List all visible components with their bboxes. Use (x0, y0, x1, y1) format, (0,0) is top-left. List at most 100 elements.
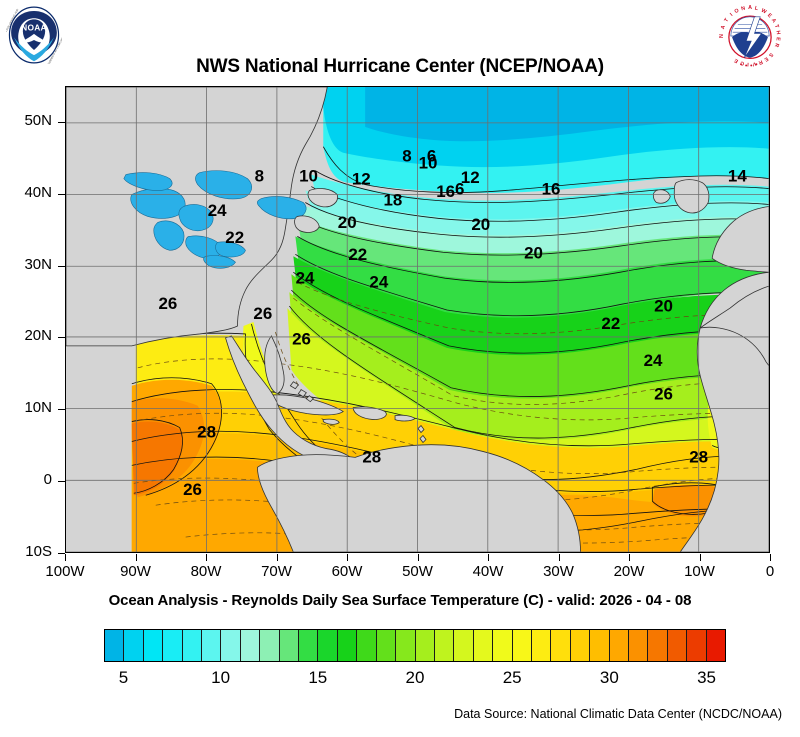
y-axis-tick (58, 481, 65, 483)
contour-label: 26 (654, 385, 673, 404)
colorbar-cell (337, 630, 358, 661)
colorbar-cell (590, 630, 610, 661)
x-axis-tick (135, 554, 137, 561)
data-source-note: Data Source: National Climatic Data Cent… (454, 707, 782, 721)
colorbar-cell (493, 630, 513, 661)
x-axis-label: 30W (543, 563, 574, 580)
contour-label: 10 (419, 154, 438, 173)
x-axis-label: 10W (684, 563, 715, 580)
contour-label: 28 (362, 448, 381, 467)
contour-label: 20 (654, 297, 673, 316)
contour-label: 26 (183, 480, 202, 499)
colorbar-tick-label: 5 (118, 668, 129, 687)
nws-logo: N A T I O N A L W E A T H E R S E R V I … (719, 5, 781, 67)
x-axis-label: 70W (261, 563, 292, 580)
contour-label: 24 (644, 351, 663, 370)
y-axis-tick (58, 193, 65, 195)
y-axis-tick (58, 409, 65, 411)
colorbar-cell (182, 630, 203, 661)
colorbar-cell (706, 630, 725, 661)
contour-label: 22 (601, 314, 620, 333)
y-axis-tick (58, 121, 65, 123)
great-lakes (123, 170, 307, 269)
svg-text:V: V (752, 60, 757, 67)
y-axis-tick (58, 337, 65, 339)
contour-label: 16 (436, 182, 455, 201)
svg-text:T: T (723, 17, 730, 24)
contour-label: 20 (524, 244, 543, 263)
colorbar-cell (512, 630, 532, 661)
y-axis-label: 10N (24, 399, 52, 417)
x-axis-tick (276, 554, 278, 561)
colorbar-tick-label: 10 (211, 668, 231, 687)
svg-text:I: I (747, 61, 749, 67)
svg-text:N: N (719, 34, 725, 38)
svg-text:E: E (762, 55, 769, 62)
x-axis-label: 80W (190, 563, 222, 580)
y-axis-label: 10S (25, 543, 52, 560)
colorbar-cell (628, 630, 649, 661)
svg-text:I: I (729, 12, 734, 18)
x-axis-tick (488, 554, 489, 561)
plot-caption: Ocean Analysis - Reynolds Daily Sea Surf… (108, 592, 692, 609)
x-axis-label: 50W (402, 563, 433, 580)
page-title: NWS National Hurricane Center (NCEP/NOAA… (196, 56, 604, 77)
colorbar-strip[interactable] (104, 629, 726, 662)
colorbar-cell (221, 630, 241, 661)
y-axis-tick (58, 265, 65, 267)
svg-text:A: A (748, 5, 752, 11)
colorbar-cell (667, 630, 688, 661)
contour-label: 26 (253, 304, 272, 323)
contour-label: 22 (348, 245, 367, 264)
contour-label: 10 (299, 166, 318, 185)
x-axis-tick (558, 554, 560, 561)
colorbar-cell (260, 630, 280, 661)
colorbar-cell (531, 630, 552, 661)
graticule (66, 87, 769, 552)
colorbar-cell (124, 630, 144, 661)
y-axis-tick (58, 553, 65, 554)
x-axis-label: 90W (120, 563, 151, 580)
svg-text:S: S (767, 51, 774, 58)
x-axis-label: 40W (472, 563, 504, 580)
contour-label: 20 (338, 213, 357, 232)
x-axis-label: 60W (331, 563, 363, 580)
contour-label: 14 (728, 166, 747, 185)
colorbar-cell (279, 630, 300, 661)
x-axis-tick (65, 554, 66, 561)
colorbar-cell (687, 630, 707, 661)
svg-text:E: E (766, 13, 773, 20)
colorbar-cell (143, 630, 164, 661)
svg-text:T: T (773, 24, 780, 30)
svg-text:E: E (733, 57, 739, 64)
colorbar-cell (202, 630, 222, 661)
x-axis-tick (770, 554, 771, 561)
contour-label: 28 (689, 448, 708, 467)
contour-label: 24 (296, 269, 315, 288)
svg-text:A: A (720, 24, 727, 30)
contour-label: 8 (255, 166, 264, 185)
x-axis-tick (206, 554, 207, 561)
contour-label: 6 (427, 146, 436, 165)
colorbar-cell (609, 630, 629, 661)
svg-text:N: N (741, 6, 746, 13)
colorbar-cell (318, 630, 338, 661)
y-axis-label: 50N (24, 111, 52, 129)
colorbar-cell (551, 630, 571, 661)
svg-text:W: W (760, 8, 768, 16)
svg-text:L: L (754, 6, 759, 13)
colorbar-cell (415, 630, 435, 661)
maritime-provinces (294, 188, 338, 233)
svg-text:NOAA: NOAA (21, 23, 47, 33)
contour-label: 24 (369, 272, 388, 291)
svg-text:C: C (740, 59, 745, 66)
colorbar-legend[interactable] (104, 629, 726, 662)
sst-map-plot[interactable]: 6 6 8 8 10 10 12 12 14 16 16 18 20 20 20 20 22 22 22 24 24 24… (65, 86, 770, 553)
svg-text:O: O (734, 8, 741, 15)
contour-label: 26 (159, 294, 178, 313)
y-axis-label: 40N (24, 183, 52, 201)
colorbar-cell (648, 630, 668, 661)
